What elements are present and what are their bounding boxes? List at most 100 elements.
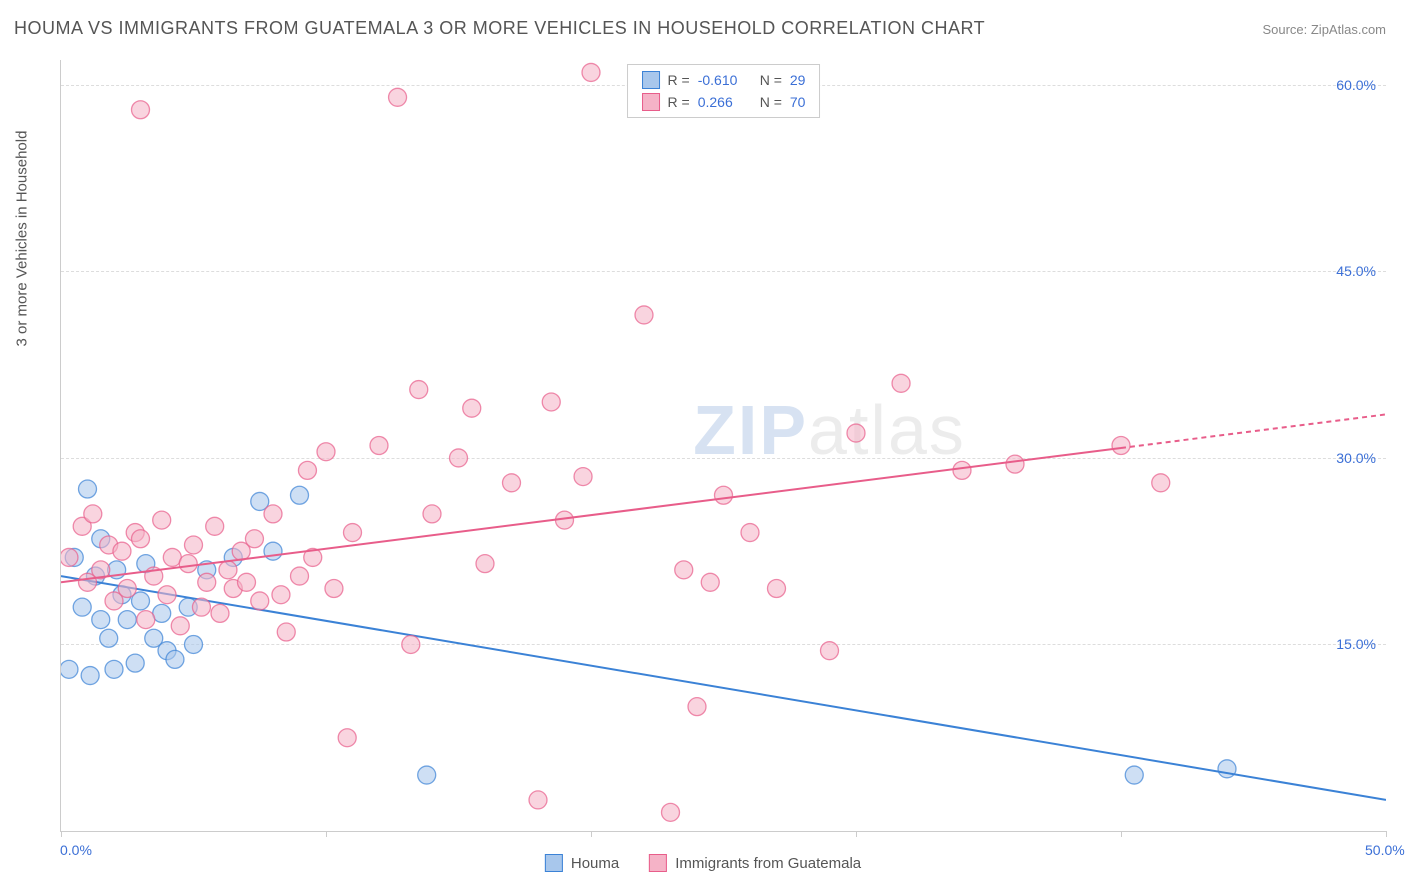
legend-series: Houma Immigrants from Guatemala (545, 854, 861, 872)
scatter-point (171, 617, 189, 635)
scatter-point (317, 443, 335, 461)
scatter-point (821, 642, 839, 660)
legend-r-label: R = (668, 72, 690, 88)
scatter-point (847, 424, 865, 442)
scatter-point (126, 654, 144, 672)
scatter-point (768, 580, 786, 598)
scatter-point (158, 586, 176, 604)
legend-n-value: 70 (790, 94, 806, 110)
scatter-point (219, 561, 237, 579)
legend-n-value: 29 (790, 72, 806, 88)
scatter-point (542, 393, 560, 411)
scatter-point (291, 567, 309, 585)
legend-r-label: R = (668, 94, 690, 110)
scatter-point (423, 505, 441, 523)
scatter-point (100, 629, 118, 647)
scatter-point (325, 580, 343, 598)
scatter-point (635, 306, 653, 324)
legend-swatch (642, 71, 660, 89)
scatter-point (132, 530, 150, 548)
legend-series-label: Houma (571, 855, 619, 872)
scatter-point (118, 611, 136, 629)
x-tick-label: 0.0% (60, 842, 92, 858)
scatter-point (113, 542, 131, 560)
x-tick (1386, 831, 1387, 837)
scatter-point (206, 517, 224, 535)
legend-swatch (642, 93, 660, 111)
scatter-point (389, 88, 407, 106)
scatter-point (166, 650, 184, 668)
scatter-point (1125, 766, 1143, 784)
legend-r-value: -0.610 (698, 72, 752, 88)
scatter-point (582, 63, 600, 81)
scatter-point (185, 536, 203, 554)
scatter-point (338, 729, 356, 747)
scatter-point (688, 698, 706, 716)
scatter-point (410, 381, 428, 399)
scatter-point (79, 480, 97, 498)
scatter-point (81, 667, 99, 685)
scatter-point (73, 598, 91, 616)
scatter-point (61, 548, 78, 566)
chart-title: HOUMA VS IMMIGRANTS FROM GUATEMALA 3 OR … (14, 18, 985, 39)
scatter-point (153, 511, 171, 529)
legend-n-label: N = (760, 72, 782, 88)
scatter-point (476, 555, 494, 573)
scatter-point (238, 573, 256, 591)
trend-line-dashed (1121, 414, 1386, 448)
scatter-point (503, 474, 521, 492)
scatter-point (1112, 437, 1130, 455)
legend-correlation-row: R = 0.266 N = 70 (642, 93, 806, 111)
scatter-point (892, 374, 910, 392)
x-tick (1121, 831, 1122, 837)
scatter-point (662, 803, 680, 821)
scatter-point (92, 611, 110, 629)
scatter-point (701, 573, 719, 591)
scatter-point (370, 437, 388, 455)
plot-area: ZIPatlas R = -0.610 N = 29 R = 0.266 N =… (60, 60, 1386, 832)
y-axis-label: 3 or more Vehicles in Household (14, 131, 31, 347)
legend-series-item: Immigrants from Guatemala (649, 854, 861, 872)
scatter-point (450, 449, 468, 467)
scatter-point (84, 505, 102, 523)
x-tick (591, 831, 592, 837)
scatter-point (418, 766, 436, 784)
scatter-point (463, 399, 481, 417)
legend-series-item: Houma (545, 854, 619, 872)
scatter-point (715, 486, 733, 504)
scatter-point (272, 586, 290, 604)
scatter-point (185, 635, 203, 653)
scatter-point (1152, 474, 1170, 492)
scatter-point (277, 623, 295, 641)
scatter-point (132, 101, 150, 119)
scatter-point (211, 604, 229, 622)
legend-n-label: N = (760, 94, 782, 110)
scatter-point (198, 573, 216, 591)
source-label: Source: ZipAtlas.com (1262, 22, 1386, 37)
scatter-point (529, 791, 547, 809)
legend-r-value: 0.266 (698, 94, 752, 110)
scatter-point (1006, 455, 1024, 473)
scatter-point (402, 635, 420, 653)
legend-correlation-row: R = -0.610 N = 29 (642, 71, 806, 89)
scatter-point (953, 461, 971, 479)
scatter-point (61, 660, 78, 678)
trend-line (61, 448, 1121, 582)
scatter-point (192, 598, 210, 616)
scatter-point (264, 542, 282, 560)
scatter-point (291, 486, 309, 504)
scatter-point (251, 592, 269, 610)
scatter-point (118, 580, 136, 598)
x-tick (326, 831, 327, 837)
scatter-point (105, 660, 123, 678)
x-tick (856, 831, 857, 837)
scatter-point (298, 461, 316, 479)
plot-svg (61, 60, 1386, 831)
legend-correlation: R = -0.610 N = 29 R = 0.266 N = 70 (627, 64, 821, 118)
x-tick-label: 50.0% (1365, 842, 1405, 858)
scatter-point (574, 468, 592, 486)
scatter-point (179, 555, 197, 573)
scatter-point (741, 524, 759, 542)
legend-series-label: Immigrants from Guatemala (675, 855, 861, 872)
scatter-point (344, 524, 362, 542)
